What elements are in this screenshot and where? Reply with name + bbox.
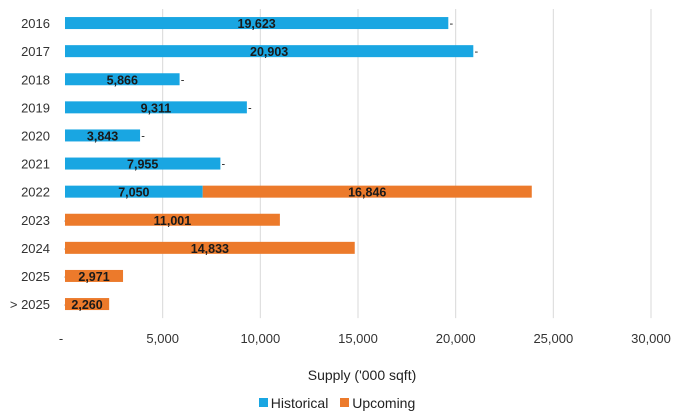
y-tick-label-1: 2017 [21,44,50,59]
x-tick-label-25000: 25,000 [533,331,573,346]
data-label-upcoming-5: - [222,159,226,171]
x-tick-label-0: - [59,331,63,346]
x-tick-label-20000: 20,000 [436,331,476,346]
y-tick-label-0: 2016 [21,16,50,31]
y-tick-label-6: 2022 [21,185,50,200]
bar-upcoming-8 [65,241,355,254]
legend-label-upcoming: Upcoming [352,394,416,411]
legend-swatch-historical [258,398,268,407]
x-tick-label-15000: 15,000 [338,331,378,346]
bar-historical-1 [65,45,474,58]
bar-historical-0 [65,17,449,30]
x-tick-label-30000: 30,000 [631,331,671,346]
data-label-historical-1: 20,903 [250,45,288,59]
data-label-historical-2: 5,866 [107,73,138,87]
data-label-historical-6: 7,050 [118,186,149,200]
data-label-upcoming-1: - [474,46,478,58]
legend-label-historical: Historical [270,394,329,411]
bar-historical-3 [65,101,247,114]
data-label-upcoming-7: 11,001 [154,214,192,228]
bar-historical-6 [65,185,203,198]
bar-historical-4 [65,129,141,142]
bar-upcoming-9 [65,269,124,282]
bar-upcoming-6 [202,185,532,198]
bar-historical-2 [65,73,180,86]
legend-item-historical: Historical [258,394,329,411]
data-label-historical-5: 7,955 [127,158,158,172]
bar-upcoming-10 [65,298,110,311]
data-label-upcoming-2: - [181,74,185,86]
data-label-upcoming-9: 2,971 [78,270,109,284]
data-label-historical-3: 9,311 [141,101,172,115]
bar-historical-5 [65,157,221,170]
bar-upcoming-7 [65,213,280,226]
y-tick-label-7: 2023 [21,213,50,228]
data-label-upcoming-3: - [248,102,252,114]
y-tick-label-8: 2024 [21,241,50,256]
data-label-upcoming-0: - [449,18,453,30]
x-tick-label-5000: 5,000 [146,331,179,346]
data-label-upcoming-4: - [141,130,145,142]
y-tick-label-10: > 2025 [10,297,50,312]
x-axis-title: Supply ('000 sqft) [307,367,417,383]
data-label-historical-0: 19,623 [238,17,276,31]
legend: Historical Upcoming [0,394,674,411]
x-tick-label-10000: 10,000 [240,331,280,346]
legend-swatch-upcoming [340,398,350,407]
data-label-upcoming-10: 2,260 [71,298,102,312]
y-tick-label-4: 2020 [21,128,50,143]
y-tick-label-5: 2021 [21,157,50,172]
legend-item-upcoming: Upcoming [340,395,415,411]
data-label-upcoming-6: 16,846 [348,186,386,200]
y-tick-label-9: 2025 [21,269,50,284]
y-tick-label-2: 2018 [21,72,50,87]
data-label-historical-4: 3,843 [87,129,118,143]
y-tick-label-3: 2019 [21,100,50,115]
data-label-upcoming-8: 14,833 [191,242,229,256]
